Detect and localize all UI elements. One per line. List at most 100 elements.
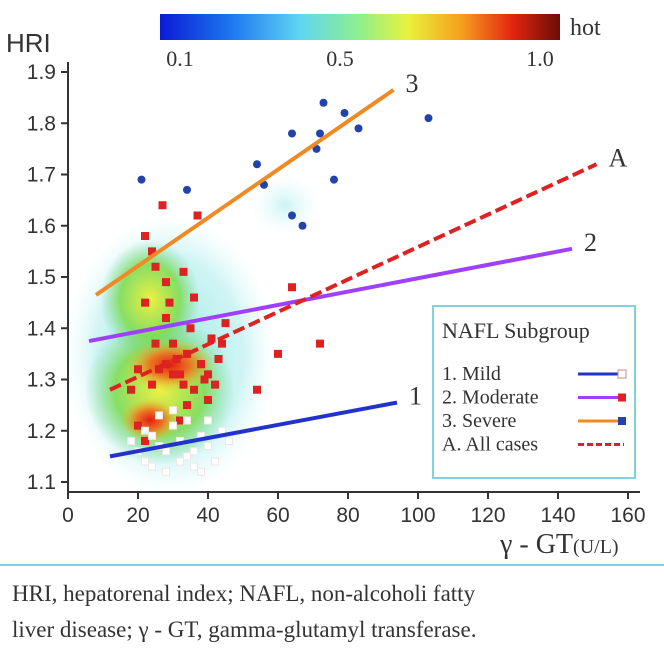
moderate-point [316,339,324,348]
mild-point [190,447,198,456]
moderate-point [141,437,149,445]
moderate-point [200,375,209,384]
moderate-point [169,339,177,348]
moderate-point [141,298,149,307]
moderate-point [214,355,223,363]
moderate-point [211,380,219,389]
mild-point [204,416,212,425]
mild-point [148,431,156,440]
severe-point [316,129,324,138]
mild-point [190,462,198,471]
moderate-point [221,319,230,328]
x-tick-label: 140 [540,504,575,527]
regression-line-label: 2 [584,228,597,257]
legend-entry-label: A. All cases [442,434,538,456]
mild-point [169,406,177,415]
y-tick-label: 1.3 [27,369,56,392]
moderate-point [162,314,170,322]
density-heatmap [65,175,320,495]
legend-entry-marker [617,369,627,379]
y-tick-label: 1.2 [27,420,56,443]
moderate-point [190,385,198,394]
data-points [127,98,433,476]
y-tick-label: 1.4 [27,317,57,340]
legend-entry-marker [618,417,626,425]
x-axis-unit: (U/L) [573,536,619,558]
x-tick-label: 160 [610,504,645,527]
regression-line-label: A [609,143,628,172]
mild-point [183,452,191,461]
moderate-point [148,380,156,389]
moderate-point [158,201,167,210]
mild-point [176,457,184,466]
legend-entry-label: 1. Mild [442,363,501,385]
severe-point [288,129,296,138]
x-tick-label: 80 [336,504,359,527]
caption-line-1: HRI, hepatorenal index; NAFL, non-alcoho… [12,581,476,606]
moderate-point [169,370,177,379]
legend-box [432,305,636,479]
x-tick-label: 0 [62,504,74,527]
colorbar-tick-label: 1.0 [526,46,554,71]
severe-point [137,175,146,184]
severe-point [298,221,307,230]
colorbar-gradient [160,14,560,40]
regression-lines: 1 2 3 A [88,69,628,459]
x-axis-title: γ - GT(U/L) [499,529,619,560]
legend-title: NAFL Subgroup [442,318,590,343]
colorbar-hot-label: hot [570,15,601,41]
moderate-point [148,247,156,256]
regression-line-label: 3 [406,69,419,98]
moderate-point [162,278,170,287]
x-tick-label: 40 [196,504,219,527]
colorbar-tick-label: 0.1 [166,46,194,71]
severe-point [319,98,328,107]
x-tick-label: 120 [470,504,505,527]
x-tick-label: 60 [266,504,289,527]
moderate-point [183,349,191,358]
mild-point [162,467,170,476]
severe-point [330,175,338,184]
legend-entry-marker [618,393,626,402]
x-tick-label: 20 [126,504,149,527]
scatter-chart: hot 0.1 0.5 1.0 0 20 40 60 80 100 120 140 160 1.1 1… [6,14,646,560]
axes: 0 20 40 60 80 100 120 140 160 1.1 1.2 1.3 1.4 1.5 1.6… [6,28,646,560]
moderate-point [176,416,184,425]
y-axis-title: HRI [6,28,51,58]
colorbar: hot 0.1 0.5 1.0 [160,14,601,71]
regression-line-label: 1 [409,382,422,411]
y-tick-label: 1.8 [27,112,56,135]
severe-point [340,109,349,117]
mild-point [183,416,191,425]
mild-point [162,447,170,456]
mild-point [155,411,163,420]
moderate-point [204,370,212,379]
regression-line-1 [109,400,398,459]
severe-point [253,160,261,169]
mild-point [127,437,135,445]
moderate-point [197,360,205,369]
moderate-point [218,339,226,348]
regression-line-3 [94,88,395,297]
moderate-point [134,421,142,430]
mild-point [141,457,149,466]
severe-point [354,124,363,133]
moderate-point [127,385,135,394]
y-tick-label: 1.7 [27,164,56,187]
moderate-point [151,262,160,271]
moderate-point [179,267,188,276]
mild-point [169,421,177,430]
moderate-point [207,334,216,343]
moderate-point [190,293,198,302]
moderate-point [151,339,160,348]
moderate-point [274,349,282,358]
severe-point [424,114,433,123]
colorbar-tick-label: 0.5 [326,46,354,71]
moderate-point [141,232,149,240]
moderate-point [186,324,195,333]
severe-point [183,185,191,194]
mild-point [211,457,219,466]
figure-caption: HRI, hepatorenal index; NAFL, non-alcoho… [0,564,664,655]
mild-point [225,437,233,445]
